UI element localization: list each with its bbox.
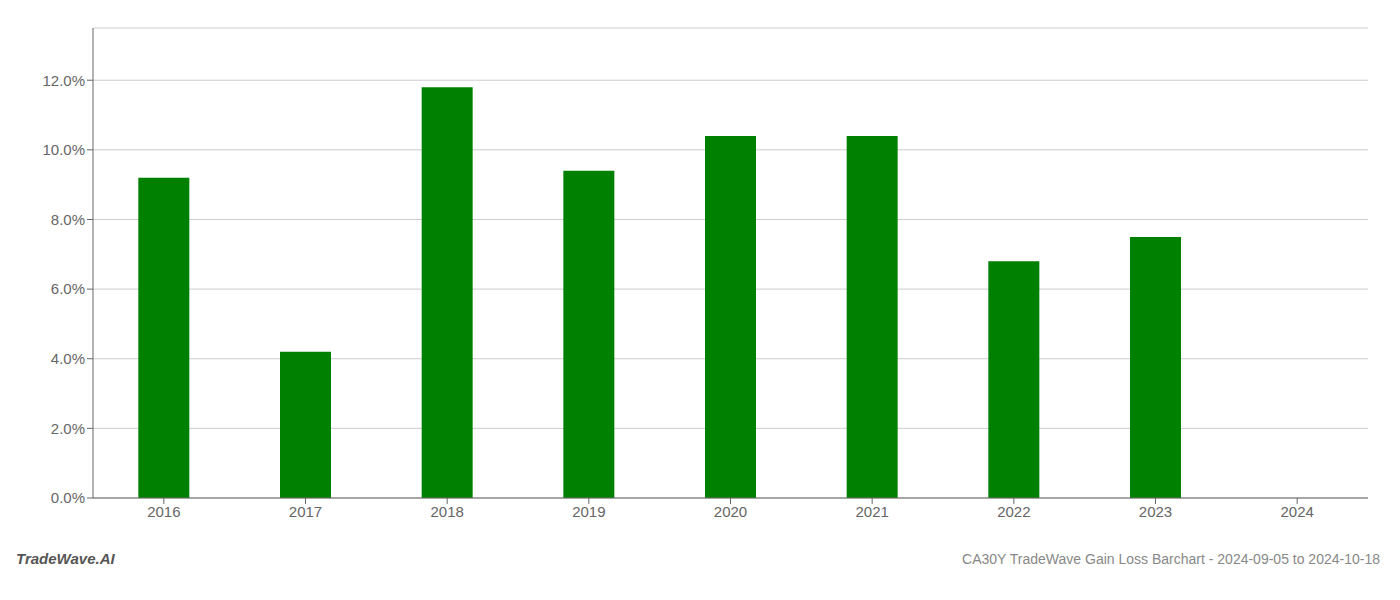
svg-text:8.0%: 8.0% — [51, 211, 85, 228]
svg-text:2023: 2023 — [1139, 503, 1172, 520]
svg-text:2020: 2020 — [714, 503, 747, 520]
svg-text:2017: 2017 — [289, 503, 322, 520]
svg-text:6.0%: 6.0% — [51, 280, 85, 297]
svg-text:2016: 2016 — [147, 503, 180, 520]
svg-text:2018: 2018 — [430, 503, 463, 520]
svg-text:2.0%: 2.0% — [51, 420, 85, 437]
svg-text:2022: 2022 — [997, 503, 1030, 520]
svg-text:2024: 2024 — [1280, 503, 1313, 520]
html-text:TradeWave.AI: TradeWave.AI — [16, 550, 115, 567]
svg-text:4.0%: 4.0% — [51, 350, 85, 367]
svg-text:2021: 2021 — [855, 503, 888, 520]
svg-text:0.0%: 0.0% — [51, 489, 85, 506]
html-text:CA30Y TradeWave Gain Loss Barc: CA30Y TradeWave Gain Loss Barchart - 202… — [962, 551, 1380, 567]
svg-text:2019: 2019 — [572, 503, 605, 520]
svg-text:12.0%: 12.0% — [42, 72, 85, 89]
svg-text:10.0%: 10.0% — [42, 141, 85, 158]
